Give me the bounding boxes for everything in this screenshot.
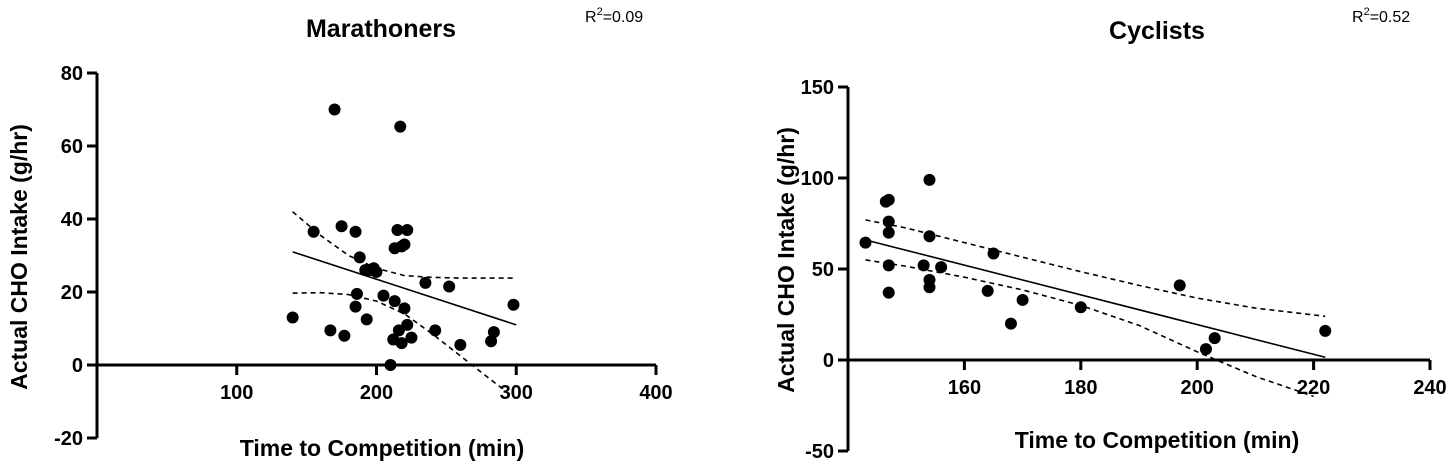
data-point (859, 236, 872, 249)
data-point (923, 173, 936, 186)
r2-superscript: 2 (1364, 6, 1370, 18)
data-point (398, 302, 411, 315)
x-axis-label: Time to Competition (min) (1015, 427, 1300, 453)
y-tick-label: -20 (54, 428, 83, 450)
y-tick-label: 50 (812, 259, 834, 281)
data-point (353, 251, 366, 264)
r2-value: =0.09 (603, 9, 644, 26)
data-point (429, 324, 442, 337)
y-axis-label: Actual CHO Intake (g/hr) (773, 127, 799, 393)
data-point (388, 295, 401, 308)
r2-value: =0.52 (1370, 9, 1411, 26)
data-point (1208, 332, 1221, 345)
r-squared-annotation: R2=0.09 (585, 6, 643, 26)
ci-upper-line (865, 219, 1326, 318)
data-point (349, 300, 362, 313)
r2-prefix: R (585, 9, 597, 26)
x-tick-label: 200 (360, 382, 393, 404)
data-point (307, 225, 320, 238)
data-point (388, 242, 401, 255)
x-tick-label: 160 (948, 377, 981, 399)
data-point (335, 220, 348, 233)
data-point (405, 331, 418, 344)
data-point (398, 238, 411, 251)
data-point (1074, 301, 1087, 314)
x-tick-label: 400 (639, 382, 672, 404)
data-point (324, 324, 337, 337)
data-point (487, 326, 500, 339)
ci-lower-line (292, 291, 513, 397)
x-tick-label: 300 (500, 382, 533, 404)
data-point (391, 223, 404, 236)
data-point (401, 223, 414, 236)
data-point (882, 226, 895, 239)
data-point (879, 195, 892, 208)
ci-upper-line (292, 211, 517, 279)
data-point (1173, 279, 1186, 292)
x-axis-label: Time to Competition (min) (240, 435, 525, 461)
y-tick-label: 100 (801, 168, 834, 190)
data-point (923, 230, 936, 243)
data-point (935, 261, 948, 274)
chart-title: Marathoners (306, 15, 456, 43)
r-squared-annotation: R2=0.52 (1352, 6, 1410, 26)
data-point (394, 120, 407, 133)
x-tick-label: 180 (1064, 377, 1097, 399)
y-tick-label: 80 (61, 63, 83, 85)
r2-superscript: 2 (597, 6, 603, 18)
data-point (1199, 343, 1212, 356)
data-point (349, 225, 362, 238)
regression-line (292, 251, 517, 326)
x-tick-label: 200 (1181, 377, 1214, 399)
cyclists-panel: Cyclists R2=0.52 Actual CHO Intake (g/hr… (773, 6, 1447, 463)
chart-title: Cyclists (1109, 17, 1205, 45)
marathoners-panel: Marathoners R2=0.09 Actual CHO Intake (g… (6, 6, 673, 461)
data-point (981, 284, 994, 297)
data-point (987, 247, 1000, 260)
data-point (882, 259, 895, 272)
data-point (392, 324, 405, 337)
data-series (286, 103, 520, 397)
y-tick-label: 40 (61, 209, 83, 231)
axes: -20 0 20 40 60 80 100 200 300 400 (54, 63, 673, 450)
data-point (286, 311, 299, 324)
data-point (507, 298, 520, 311)
y-axis-label: Actual CHO Intake (g/hr) (6, 124, 32, 390)
data-point (384, 359, 397, 371)
data-point (1319, 324, 1332, 337)
data-point (882, 286, 895, 299)
data-point (395, 337, 408, 350)
data-point (1004, 317, 1017, 330)
data-point (443, 280, 456, 293)
data-point (359, 264, 372, 277)
y-tick-label: 0 (72, 355, 83, 377)
y-tick-label: -50 (805, 441, 834, 463)
x-tick-label: 100 (220, 382, 253, 404)
data-point (454, 338, 467, 351)
data-point (350, 287, 363, 300)
y-tick-label: 150 (801, 77, 834, 99)
data-point (923, 281, 936, 294)
regression-line (865, 239, 1326, 359)
data-point (328, 103, 341, 116)
x-tick-label: 240 (1413, 377, 1446, 399)
y-tick-label: 60 (61, 136, 83, 158)
data-point (917, 259, 930, 272)
data-point (360, 313, 373, 326)
data-series (859, 173, 1332, 398)
data-point (419, 276, 432, 289)
y-tick-label: 20 (61, 282, 83, 304)
r2-prefix: R (1352, 9, 1364, 26)
y-tick-label: 0 (823, 350, 834, 372)
data-point (377, 289, 390, 302)
data-point (1016, 293, 1029, 306)
data-point (882, 215, 895, 228)
data-point (338, 329, 351, 342)
data-point (485, 335, 498, 348)
